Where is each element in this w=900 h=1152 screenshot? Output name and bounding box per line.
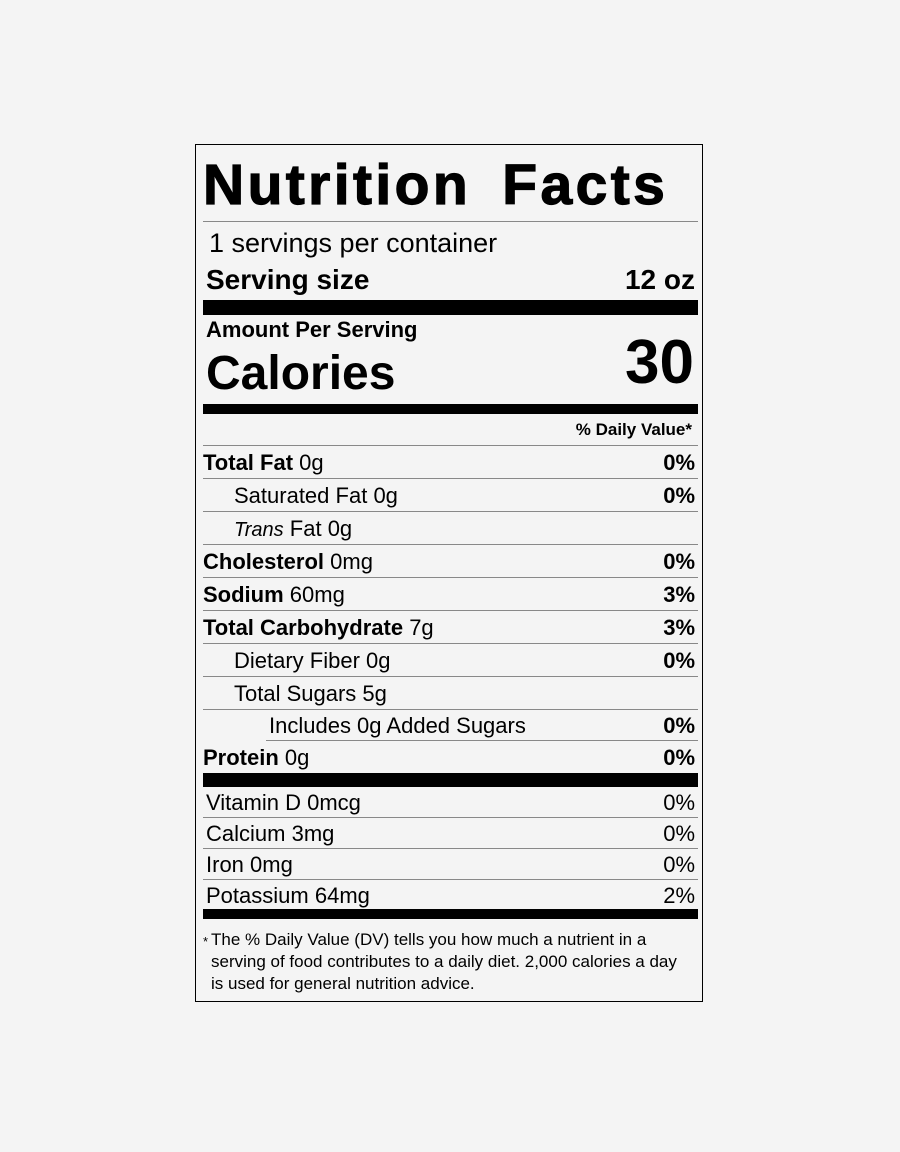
nutrient-name: Protein 0g [203, 741, 309, 773]
vitamin-name-group: Vitamin D 0mcg [206, 787, 361, 817]
title: Nutrition Facts [202, 145, 698, 222]
nutrient-amount: 0g [373, 483, 398, 508]
nutrient-row: Sodium 60mg 3% [203, 578, 698, 611]
nutrient-daily-value: 3% [663, 582, 695, 607]
vitamin-daily-value: 0% [663, 821, 695, 846]
vitamin-daily-value: 0% [663, 852, 695, 877]
nutrient-row: Total Carbohydrate 7g 3% [203, 611, 698, 644]
nutrient-row: Protein 0g 0% [203, 741, 698, 774]
vitamin-row: Potassium 64mg 2% [203, 880, 698, 910]
footnote-marker: * [203, 934, 209, 949]
nutrient-row: Total Fat 0g 0% [203, 446, 698, 479]
nutrient-row: Trans Fat 0g [203, 512, 698, 545]
label-content: Nutrition Facts 1 servings per container… [202, 145, 698, 995]
serving-size: Serving size 12 oz [203, 260, 698, 300]
thick-rule [203, 773, 698, 787]
nutrient-name: Total Fat 0g [203, 446, 324, 478]
nutrient-row: Saturated Fat 0g 0% [203, 479, 698, 512]
nutrient-label: Includes 0g Added Sugars [269, 713, 526, 738]
nutrient-daily-value: 0% [663, 648, 695, 673]
vitamin-row: Vitamin D 0mcg 0% [203, 787, 698, 818]
nutrient-label: Dietary Fiber [234, 648, 360, 673]
nutrient-amount: 0mg [330, 549, 373, 574]
nutrient-daily-value: 0% [663, 745, 695, 770]
nutrient-daily-value: 0% [663, 549, 695, 574]
nutrient-amount: 0g [284, 745, 310, 770]
nutrient-name: Total Sugars 5g [203, 677, 387, 709]
nutrient-name: Sodium 60mg [203, 578, 345, 610]
vitamin-name-group: Iron 0mg [206, 849, 293, 879]
thick-rule [203, 404, 698, 414]
vitamin-amount: 0mg [250, 852, 293, 877]
nutrient-daily-value: 3% [663, 615, 695, 640]
nutrient-amount: 0g [327, 516, 353, 541]
vitamin-row: Iron 0mg 0% [203, 849, 698, 880]
nutrient-label: Total Fat [203, 450, 294, 475]
nutrient-label: Saturated Fat [234, 483, 368, 508]
footnote: * The % Daily Value (DV) tells you how m… [203, 919, 698, 995]
nutrient-label: Protein [203, 745, 279, 770]
nutrient-amount: 5g [362, 681, 387, 706]
nutrient-label: Sodium [203, 582, 284, 607]
nutrient-label: Fat [289, 516, 322, 541]
vitamin-amount: 64mg [314, 883, 370, 908]
nutrient-row: Includes 0g Added Sugars 0% [266, 710, 698, 741]
vitamin-row: Calcium 3mg 0% [203, 818, 698, 849]
amount-per-serving: Amount Per Serving [206, 317, 418, 342]
nutrient-daily-value: 0% [663, 713, 695, 738]
calories-value: 30 [625, 328, 694, 397]
vitamin-amount: 0mcg [307, 790, 361, 815]
vitamin-name: Potassium [206, 883, 309, 908]
nutrient-name: Includes 0g Added Sugars [266, 710, 526, 740]
daily-value-header: % Daily Value* [203, 414, 698, 446]
serving-size-label: Serving size [206, 264, 370, 295]
vitamin-name: Calcium [206, 821, 286, 846]
nutrient-amount: 0g [366, 648, 391, 673]
nutrient-name: Saturated Fat 0g [203, 479, 398, 511]
thick-rule [203, 909, 698, 919]
nutrient-amount: 0g [299, 450, 324, 475]
nutrient-name: Dietary Fiber 0g [203, 644, 391, 676]
vitamin-name: Iron [206, 852, 244, 877]
nutrient-amount: 7g [409, 615, 434, 640]
vitamin-daily-value: 2% [663, 883, 695, 908]
serving-size-value: 12 oz [624, 264, 695, 295]
calories: Calories 30 [203, 332, 698, 400]
vitamin-name-group: Potassium 64mg [206, 880, 370, 910]
nutrient-name: Cholesterol 0mg [203, 545, 373, 577]
footnote-text: The % Daily Value (DV) tells you how muc… [211, 930, 677, 993]
nutrient-name-italic: Trans [234, 519, 284, 541]
nutrient-label: Total Sugars [234, 681, 357, 706]
calories-label: Calories [206, 347, 396, 400]
nutrient-daily-value: 0% [663, 450, 695, 475]
nutrient-amount: 60mg [289, 582, 345, 607]
nutrient-name: Trans Fat 0g [203, 512, 352, 544]
nutrient-label: Total Carbohydrate [203, 615, 404, 640]
vitamin-name-group: Calcium 3mg [206, 818, 334, 848]
nutrient-label: Cholesterol [203, 549, 325, 574]
nutrient-row: Dietary Fiber 0g 0% [203, 644, 698, 677]
vitamin-daily-value: 0% [663, 790, 695, 815]
nutrient-daily-value: 0% [663, 483, 695, 508]
servings-per-container: 1 servings per container [209, 228, 498, 258]
nutrient-list: Total Fat 0g 0% Saturated Fat 0g 0% Trans Fa… [203, 446, 698, 774]
thick-rule [203, 300, 698, 315]
nutrient-row: Cholesterol 0mg 0% [203, 545, 698, 578]
nutrient-name: Total Carbohydrate 7g [203, 611, 434, 643]
vitamin-name: Vitamin D [206, 790, 301, 815]
vitamin-list: Vitamin D 0mcg 0% Calcium 3mg 0% Iron 0mg 0% P… [203, 787, 698, 910]
vitamin-amount: 3mg [291, 821, 335, 846]
nutrient-row: Total Sugars 5g [203, 677, 698, 710]
nutrition-label: Nutrition Facts 1 servings per container… [195, 144, 703, 1002]
